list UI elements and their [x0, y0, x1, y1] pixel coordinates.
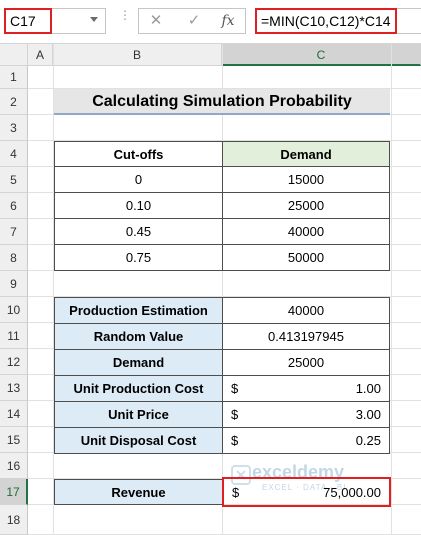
- column-header-b[interactable]: B: [53, 44, 222, 66]
- currency-symbol: $: [231, 381, 239, 396]
- label-revenue[interactable]: Revenue: [54, 479, 223, 505]
- row-header-16[interactable]: 16: [0, 453, 28, 479]
- cancel-icon[interactable]: ✕: [149, 12, 163, 29]
- value-unit-production-cost[interactable]: $ 1.00: [222, 375, 390, 402]
- row-header-2[interactable]: 2: [0, 89, 28, 115]
- label-random-value[interactable]: Random Value: [54, 323, 223, 350]
- gridline: [28, 88, 421, 89]
- value-demand[interactable]: 25000: [222, 349, 390, 376]
- gridline: [222, 44, 223, 535]
- chevron-down-icon[interactable]: [90, 17, 98, 22]
- row-header-10[interactable]: 10: [0, 297, 28, 323]
- table-cell[interactable]: 25000: [222, 192, 390, 219]
- enter-icon[interactable]: ✓: [187, 12, 201, 29]
- label-unit-production-cost[interactable]: Unit Production Cost: [54, 375, 223, 402]
- row-header-15[interactable]: 15: [0, 427, 28, 453]
- table-cell[interactable]: 0.75: [54, 244, 223, 271]
- label-unit-disposal-cost[interactable]: Unit Disposal Cost: [54, 427, 223, 454]
- revenue-value: 75,000.00: [323, 484, 381, 500]
- insert-function-icon[interactable]: fx: [221, 13, 235, 29]
- table-cell[interactable]: 50000: [222, 244, 390, 271]
- label-demand[interactable]: Demand: [54, 349, 223, 376]
- formula-input[interactable]: =MIN(C10,C12)*C14: [255, 8, 397, 34]
- table-cell[interactable]: 0.10: [54, 192, 223, 219]
- table-cell[interactable]: 40000: [222, 218, 390, 245]
- selected-cell-c17[interactable]: $ 75,000.00: [222, 477, 391, 507]
- value-random-value[interactable]: 0.413197945: [222, 323, 390, 350]
- gridline: [28, 140, 421, 141]
- currency-symbol: $: [232, 484, 240, 500]
- row-header-17[interactable]: 17: [0, 479, 28, 505]
- formula-buttons: [138, 8, 246, 34]
- row-header-8[interactable]: 8: [0, 245, 28, 271]
- formula-bar-end: [397, 8, 421, 34]
- row-header-14[interactable]: 14: [0, 401, 28, 427]
- label-unit-price[interactable]: Unit Price: [54, 401, 223, 428]
- row-header-6[interactable]: 6: [0, 193, 28, 219]
- value-unit-disposal-cost[interactable]: $ 0.25: [222, 427, 390, 454]
- row-header-5[interactable]: 5: [0, 167, 28, 193]
- currency-symbol: $: [231, 433, 239, 448]
- table-header-demand[interactable]: Demand: [222, 141, 390, 167]
- label-production-estimation[interactable]: Production Estimation: [54, 297, 223, 324]
- name-box[interactable]: C17: [4, 8, 52, 34]
- row-header-13[interactable]: 13: [0, 375, 28, 401]
- value-production-estimation[interactable]: 40000: [222, 297, 390, 324]
- table-cell[interactable]: 0: [54, 166, 223, 193]
- currency-value: 3.00: [355, 407, 381, 422]
- gridline: [391, 44, 392, 535]
- row-header-11[interactable]: 11: [0, 323, 28, 349]
- currency-value: 1.00: [355, 381, 381, 396]
- row-header-18[interactable]: 18: [0, 505, 28, 535]
- currency-value: 0.25: [355, 433, 381, 448]
- gridline: [28, 504, 421, 505]
- table-cell[interactable]: 0.45: [54, 218, 223, 245]
- row-header-7[interactable]: 7: [0, 219, 28, 245]
- table-header-cutoffs[interactable]: Cut-offs: [54, 141, 223, 167]
- select-all-corner[interactable]: [0, 44, 28, 66]
- gridline: [28, 296, 421, 297]
- gridline: [53, 44, 54, 535]
- row-header-12[interactable]: 12: [0, 349, 28, 375]
- table-cell[interactable]: 15000: [222, 166, 390, 193]
- row-header-1[interactable]: 1: [0, 66, 28, 89]
- row-header-9[interactable]: 9: [0, 271, 28, 297]
- row-header-3[interactable]: 3: [0, 115, 28, 141]
- sheet-title: Calculating Simulation Probability: [54, 89, 390, 115]
- watermark-tagline: EXCEL · DATA · BI: [262, 483, 347, 492]
- column-header-a[interactable]: A: [28, 44, 53, 66]
- currency-symbol: $: [231, 407, 239, 422]
- value-unit-price[interactable]: $ 3.00: [222, 401, 390, 428]
- row-header-4[interactable]: 4: [0, 141, 28, 167]
- more-icon: ⋮: [119, 9, 131, 30]
